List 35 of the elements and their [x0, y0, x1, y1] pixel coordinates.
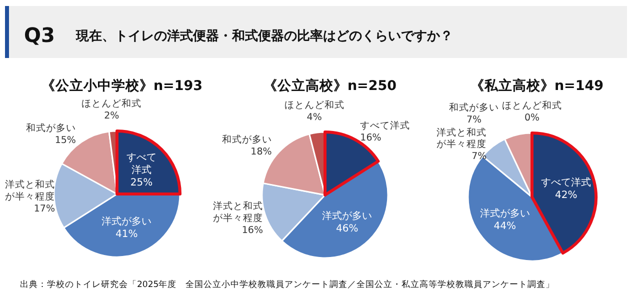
slice-label: 洋式が多い	[322, 210, 372, 222]
data-label: 15%	[54, 134, 76, 146]
slice-label: 和式が多い	[449, 102, 499, 114]
slice-label: すべて洋式	[126, 152, 156, 176]
data-label: 16%	[242, 224, 263, 236]
data-label: 2%	[104, 110, 120, 122]
chart-title: 《私立高校》n=149	[470, 77, 604, 94]
slice-label: すべて洋式	[360, 120, 410, 132]
data-label: 42%	[554, 190, 578, 201]
slice-label: 洋式と和式が半々程度	[5, 180, 55, 203]
chart-title: 《公立小中学校》n=193	[41, 77, 203, 94]
slice-label: 洋式と和式が半々程度	[436, 127, 487, 150]
slice-label: すべて洋式	[541, 178, 592, 188]
data-label: 7%	[472, 151, 487, 162]
slice-label: ほとんど和式	[82, 98, 142, 110]
data-label: 17%	[34, 203, 55, 214]
chart-title: 《公立高校》n=250	[263, 77, 397, 94]
slice-label: 和式が多い	[222, 134, 272, 146]
data-label: 44%	[494, 221, 516, 232]
slice-label: 和式が多い	[26, 123, 76, 134]
data-label: 46%	[336, 223, 358, 234]
data-label: 4%	[306, 112, 322, 123]
header: Q3 現在、トイレの洋式便器・和式便器の比率はどのくらいですか？	[5, 6, 627, 58]
data-label: 41%	[116, 229, 138, 240]
data-label: 18%	[250, 146, 272, 158]
slice-label: 洋式が多い	[480, 208, 530, 220]
text: 0%	[524, 112, 540, 124]
slice-label: ほとんど和式	[502, 100, 562, 112]
slice-label: 洋式が多い	[102, 216, 152, 228]
data-label: 7%	[466, 114, 482, 126]
slice-label: 洋式と和式が半々程度	[213, 201, 263, 224]
data-label: 25%	[130, 178, 153, 188]
slice-label: ほとんど和式	[284, 100, 344, 112]
source-note: 出典：学校のトイレ研究会「2025年度 全国公立小中学校教職員アンケート調査／全国公立・私立高等学校教職員アンケート調査」	[20, 279, 555, 290]
data-label: 16%	[360, 132, 382, 144]
